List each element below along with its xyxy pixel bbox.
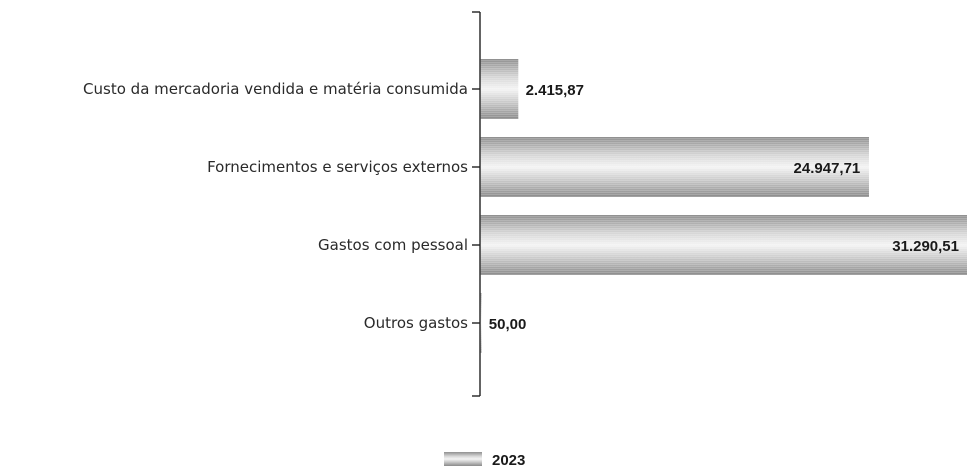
category-axis [472, 11, 481, 397]
bar-texture [480, 59, 519, 119]
bar-texture [480, 293, 482, 353]
labels-layer: Custo da mercadoria vendida e matéria co… [83, 80, 959, 333]
bar-texture [480, 215, 967, 275]
data-label: 2.415,87 [526, 82, 584, 99]
bars-layer [480, 59, 967, 353]
category-label: Custo da mercadoria vendida e matéria co… [83, 80, 468, 98]
data-label: 50,00 [489, 316, 527, 333]
legend-label: 2023 [492, 452, 525, 469]
data-label: 24.947,71 [794, 160, 861, 177]
category-label: Outros gastos [364, 314, 468, 332]
data-label: 31.290,51 [892, 238, 959, 255]
category-label: Gastos com pessoal [318, 236, 468, 254]
category-label: Fornecimentos e serviços externos [207, 158, 468, 176]
bar-texture [480, 137, 869, 197]
legend-swatch [444, 452, 482, 466]
legend: 2023 [444, 452, 525, 469]
